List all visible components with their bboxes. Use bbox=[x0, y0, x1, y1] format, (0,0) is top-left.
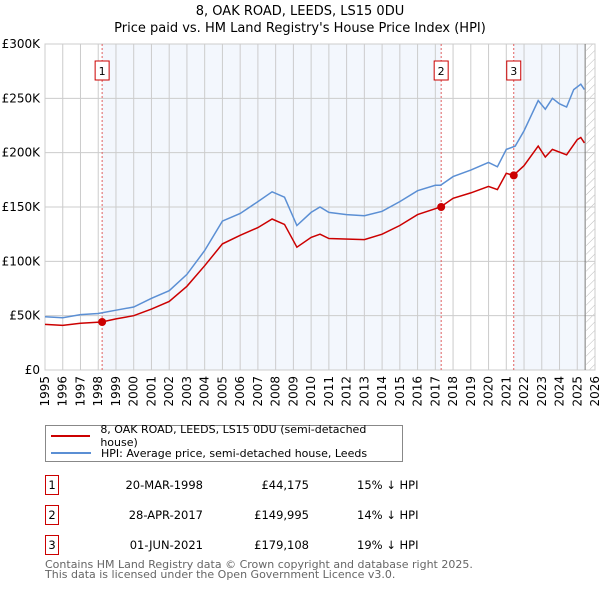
footer-licence: This data is licensed under the Open Gov… bbox=[45, 568, 396, 581]
x-tick-label: 2006 bbox=[233, 376, 247, 407]
x-tick-label: 2017 bbox=[428, 376, 442, 407]
hpi-line bbox=[44, 83, 586, 319]
sale-marker-box bbox=[506, 60, 522, 81]
x-tick-label: 2018 bbox=[446, 376, 460, 407]
y-tick-label: £300K bbox=[2, 37, 42, 51]
y-tick-label: £150K bbox=[2, 200, 42, 214]
x-tick-label: 2016 bbox=[411, 376, 425, 407]
footer-copyright: Contains HM Land Registry data © Crown c… bbox=[45, 558, 473, 571]
y-tick-label: £100K bbox=[2, 254, 42, 268]
sale-hpi-diff: 15% ↓ HPI bbox=[357, 478, 419, 492]
legend-item-property: 8, OAK ROAD, LEEDS, LS15 0DU (semi-detac… bbox=[46, 423, 402, 449]
legend-swatch-blue bbox=[51, 452, 91, 454]
chart-subtitle: Price paid vs. HM Land Registry's House … bbox=[114, 21, 486, 36]
table-row: 3 01-JUN-2021 £179,108 19% ↓ HPI bbox=[45, 535, 465, 555]
legend-swatch-red bbox=[51, 435, 91, 437]
x-tick-label: 2000 bbox=[127, 376, 141, 407]
x-tick-label: 2008 bbox=[269, 376, 283, 407]
x-tick-label: 2007 bbox=[251, 376, 265, 407]
sale-price: £179,108 bbox=[254, 538, 309, 552]
sale-number: 1 bbox=[45, 475, 59, 495]
x-tick-label: 2020 bbox=[482, 376, 496, 407]
y-tick-label: £0 bbox=[25, 363, 40, 377]
legend-item-hpi: HPI: Average price, semi-detached house,… bbox=[46, 445, 367, 461]
x-tick-label: 2014 bbox=[375, 376, 389, 407]
x-tick-label: 2004 bbox=[198, 376, 212, 407]
x-tick-label: 2013 bbox=[357, 376, 371, 407]
x-tick-label: 2002 bbox=[162, 376, 176, 407]
legend-label: 8, OAK ROAD, LEEDS, LS15 0DU (semi-detac… bbox=[100, 423, 367, 449]
sale-number: 3 bbox=[45, 535, 59, 555]
sale-price: £149,995 bbox=[254, 508, 309, 522]
x-tick-label: 1996 bbox=[56, 376, 70, 407]
x-tick-label: 2022 bbox=[517, 376, 531, 407]
y-tick-label: £50K bbox=[9, 309, 41, 323]
x-tick-label: 2012 bbox=[340, 376, 354, 407]
sale-marker-box bbox=[94, 60, 110, 81]
sale-marker-label: 2 bbox=[438, 65, 445, 78]
sale-date: 28-APR-2017 bbox=[128, 508, 203, 522]
x-tick-label: 2023 bbox=[535, 376, 549, 407]
x-tick-label: 2024 bbox=[553, 376, 567, 407]
footer: Contains HM Land Registry data © Crown c… bbox=[45, 558, 473, 581]
sale-hpi-diff: 14% ↓ HPI bbox=[357, 508, 419, 522]
x-tick-label: 2001 bbox=[144, 376, 158, 407]
x-tick-label: 2025 bbox=[570, 376, 584, 407]
y-tick-label: £200K bbox=[2, 146, 42, 160]
sale-marker-label: 3 bbox=[510, 65, 517, 78]
table-row: 1 20-MAR-1998 £44,175 15% ↓ HPI bbox=[45, 475, 465, 495]
sale-point bbox=[437, 203, 446, 212]
sale-number: 2 bbox=[45, 505, 59, 525]
x-tick-label: 2011 bbox=[322, 376, 336, 407]
x-tick-label: 2003 bbox=[180, 376, 194, 407]
x-tick-label: 1998 bbox=[91, 376, 105, 407]
property-price-line bbox=[44, 136, 586, 327]
x-tick-label: 2021 bbox=[499, 376, 513, 407]
table-row: 2 28-APR-2017 £149,995 14% ↓ HPI bbox=[45, 505, 465, 525]
y-tick-label: £250K bbox=[2, 91, 42, 105]
sale-marker-box bbox=[433, 60, 449, 81]
sale-point bbox=[509, 171, 518, 180]
x-tick-label: 1995 bbox=[38, 376, 52, 407]
sale-hpi-diff: 19% ↓ HPI bbox=[357, 538, 419, 552]
x-tick-label: 2009 bbox=[286, 376, 300, 407]
sale-date: 20-MAR-1998 bbox=[125, 478, 203, 492]
sale-date: 01-JUN-2021 bbox=[129, 538, 203, 552]
legend-label: HPI: Average price, semi-detached house,… bbox=[101, 446, 368, 460]
sale-price: £44,175 bbox=[261, 478, 309, 492]
x-tick-label: 2015 bbox=[393, 376, 407, 407]
x-tick-label: 2026 bbox=[588, 376, 600, 407]
x-tick-label: 2010 bbox=[304, 376, 318, 407]
plot-border bbox=[44, 43, 596, 371]
x-tick-label: 1997 bbox=[73, 376, 87, 407]
sale-marker-label: 1 bbox=[99, 65, 106, 78]
legend: 8, OAK ROAD, LEEDS, LS15 0DU (semi-detac… bbox=[45, 423, 403, 462]
sale-point bbox=[98, 317, 107, 326]
x-tick-label: 1999 bbox=[109, 376, 123, 407]
x-tick-label: 2005 bbox=[215, 376, 229, 407]
chart-title: 8, OAK ROAD, LEEDS, LS15 0DU bbox=[195, 4, 405, 19]
x-tick-label: 2019 bbox=[464, 376, 478, 407]
